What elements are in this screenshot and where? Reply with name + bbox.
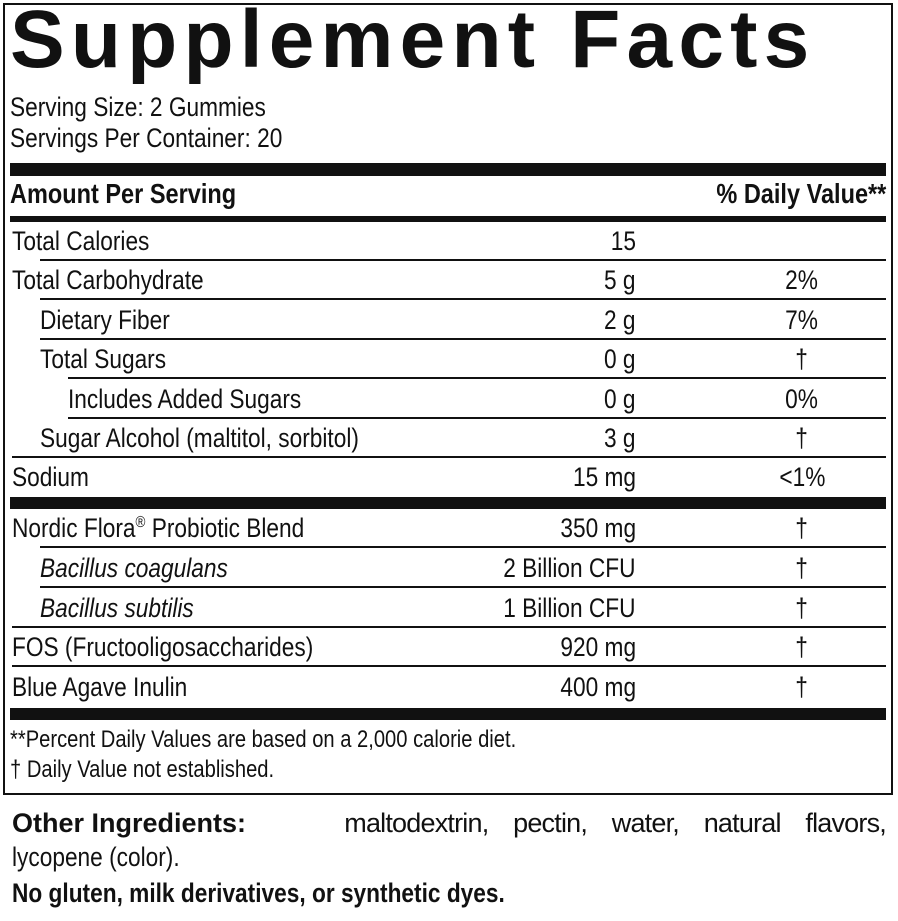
other-ingredients-line1: maltodextrin, pectin, water, natural fla… [344, 808, 887, 838]
nutrient-row: FOS (Fructooligosaccharides) 920 mg † [0, 628, 886, 668]
nutrient-row: Total Carbohydrate 5 g 2% [0, 261, 886, 301]
other-ingredients-line2: lycopene (color). [12, 842, 180, 872]
header-divider [10, 216, 886, 222]
nutrient-amount: 400 mg [560, 672, 636, 703]
nutrient-name: Nordic Flora® Probiotic Blend [12, 513, 305, 543]
footnote-dagger: † Daily Value not established. [10, 756, 275, 783]
nutrient-name: Sodium [12, 462, 89, 493]
nutrient-name: Blue Agave Inulin [12, 672, 188, 703]
nutrient-amount: 0 g [604, 344, 636, 375]
other-ingredients-label: Other Ingredients: [12, 808, 247, 838]
serving-size: Serving Size: 2 Gummies [10, 92, 266, 122]
nutrient-daily-value: † [795, 632, 809, 663]
nutrient-amount: 5 g [604, 265, 636, 296]
table-header: Amount Per Serving % Daily Value** [10, 178, 886, 210]
nutrient-row: Total Sugars 0 g † [0, 340, 886, 380]
nutrient-amount: 15 mg [572, 462, 636, 493]
row-divider [40, 337, 886, 340]
row-divider [12, 665, 886, 668]
thick-divider [10, 163, 886, 176]
nutrient-daily-value: † [795, 592, 809, 623]
row-divider [68, 416, 886, 419]
nutrient-daily-value: 0% [785, 383, 819, 414]
nutrient-name: Includes Added Sugars [68, 383, 302, 414]
nutrient-amount: 350 mg [560, 513, 636, 543]
panel-title: Supplement Facts [10, 0, 816, 85]
servings-per-container: Servings Per Container: 20 [10, 123, 283, 153]
nutrient-row: Sugar Alcohol (maltitol, sorbitol) 3 g † [0, 419, 886, 458]
other-ingredients: Other Ingredients: maltodextrin, pectin,… [12, 806, 887, 874]
row-divider [12, 456, 886, 458]
nutrient-row: Includes Added Sugars 0 g 0% [0, 380, 886, 419]
nutrient-daily-value: † [795, 672, 809, 703]
row-divider [40, 585, 886, 588]
nutrient-amount: 1 Billion CFU [503, 592, 636, 623]
row-divider [68, 377, 886, 380]
nutrient-name: Total Calories [12, 226, 150, 256]
nutrient-amount: 2 Billion CFU [503, 552, 636, 583]
nutrient-row: Blue Agave Inulin 400 mg † [0, 668, 886, 707]
nutrient-row: Sodium 15 mg <1% [0, 458, 886, 497]
footnote-daily-values: **Percent Daily Values are based on a 2,… [10, 726, 517, 753]
nutrient-amount: 3 g [604, 423, 636, 453]
nutrient-row: Nordic Flora® Probiotic Blend 350 mg † [0, 509, 886, 548]
thick-divider [10, 497, 886, 509]
supplement-facts-panel [3, 3, 893, 795]
nutrient-daily-value: 7% [785, 304, 819, 335]
nutrient-daily-value: † [795, 423, 809, 453]
nutrient-name: Total Sugars [40, 344, 167, 375]
nutrient-daily-value [757, 226, 847, 257]
nutrient-amount: 920 mg [560, 632, 636, 663]
nutrient-daily-value: <1% [778, 462, 826, 493]
nutrient-amount: 15 [610, 226, 636, 256]
nutrient-row: Total Calories 15 [0, 222, 886, 261]
allergen-statement: No gluten, milk derivatives, or syntheti… [12, 878, 505, 908]
nutrient-row: Bacillus subtilis 1 Billion CFU † [0, 589, 886, 628]
nutrient-row: Bacillus coagulans 2 Billion CFU † [0, 549, 886, 588]
nutrient-daily-value: † [795, 513, 809, 543]
nutrient-name: Sugar Alcohol (maltitol, sorbitol) [40, 423, 359, 453]
row-divider [40, 298, 886, 301]
thick-divider [10, 708, 886, 720]
row-divider [40, 259, 886, 261]
nutrient-name: FOS (Fructooligosaccharides) [12, 632, 314, 663]
nutrient-row: Dietary Fiber 2 g 7% [0, 301, 886, 340]
nutrient-daily-value: † [795, 552, 809, 583]
nutrient-daily-value: 2% [785, 265, 819, 296]
row-divider [40, 546, 886, 548]
row-divider [12, 625, 886, 628]
nutrient-name: Total Carbohydrate [12, 265, 204, 296]
nutrient-daily-value: † [795, 344, 809, 375]
nutrient-name: Bacillus coagulans [40, 552, 228, 583]
nutrient-amount: 0 g [604, 383, 636, 414]
amount-per-serving-label: Amount Per Serving [10, 178, 237, 209]
daily-value-label: % Daily Value** [716, 178, 886, 209]
nutrient-name: Bacillus subtilis [40, 592, 194, 623]
nutrient-amount: 2 g [604, 304, 636, 335]
nutrient-name: Dietary Fiber [40, 304, 170, 335]
